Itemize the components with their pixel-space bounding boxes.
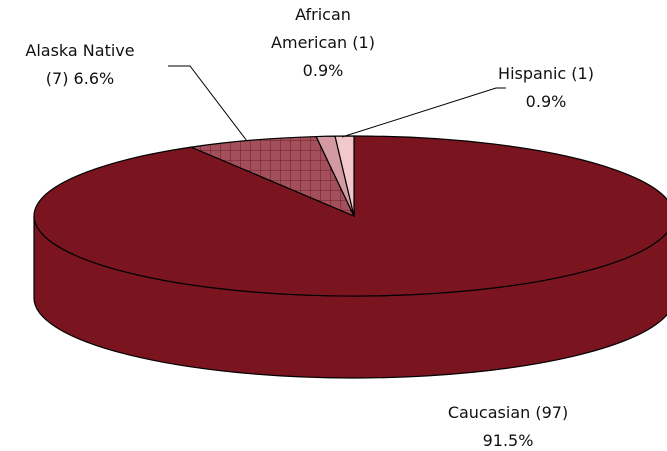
label-alaska-native: Alaska Native (7) 6.6% — [25, 41, 134, 88]
leader-line-hispanic — [341, 87, 506, 138]
slice-caucasian — [33, 135, 667, 297]
leader-lines — [168, 65, 506, 142]
label-hispanic: Hispanic (1) 0.9% — [498, 64, 594, 111]
label-african-american: African American (1) 0.9% — [271, 5, 375, 80]
leader-line-alaska-native — [168, 65, 248, 142]
pie-top — [33, 135, 667, 297]
slice-labels: Caucasian (97) 91.5% Alaska Native (7) 6.6%… — [25, 5, 594, 450]
label-caucasian: Caucasian (97) 91.5% — [448, 403, 568, 450]
slice-alaska-native — [189, 135, 356, 218]
